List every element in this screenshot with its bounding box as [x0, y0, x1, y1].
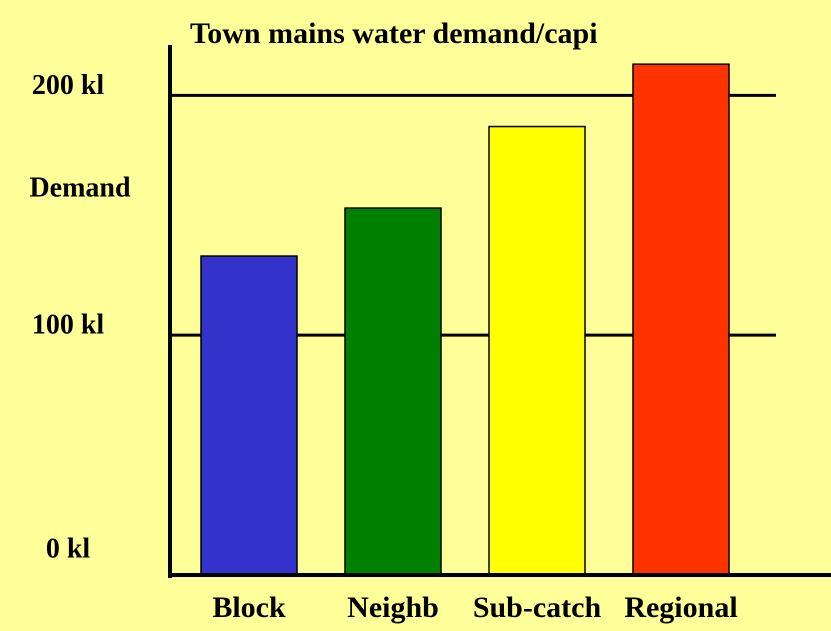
- x-tick-label: Neighb: [347, 591, 439, 624]
- y-tick-label: 0 kl: [46, 533, 91, 564]
- y-tick-label: 200 kl: [32, 70, 105, 101]
- x-tick-label: Sub-catch: [473, 591, 602, 624]
- bar: [344, 207, 442, 576]
- chart-title: Town mains water demand/capi: [190, 17, 598, 50]
- bar: [488, 125, 586, 576]
- x-tick-label: Regional: [624, 591, 737, 624]
- x-tick-label: Block: [212, 591, 286, 624]
- bar: [632, 63, 730, 576]
- y-tick-label: 100 kl: [32, 310, 105, 341]
- y-axis-label: Demand: [29, 172, 131, 203]
- bar: [200, 255, 298, 576]
